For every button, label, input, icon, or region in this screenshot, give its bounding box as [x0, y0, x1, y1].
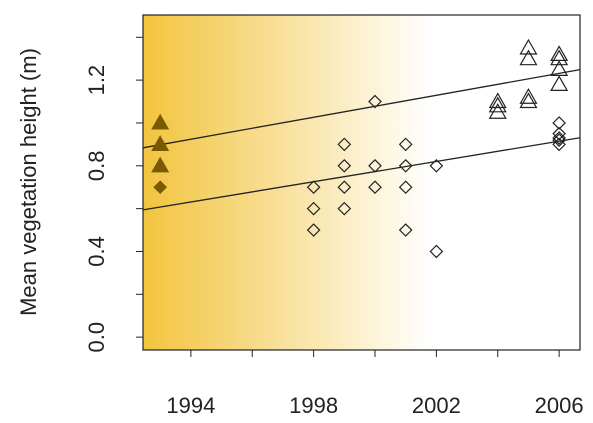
- diamond-point: [398, 180, 413, 195]
- diamond-point: [306, 180, 321, 195]
- plot-frame: [142, 14, 581, 351]
- diamond-point: [368, 94, 382, 109]
- y-tick-label: 0.0: [84, 322, 109, 353]
- triangle-point: [151, 113, 170, 130]
- triangle-point: [519, 92, 538, 109]
- diamond-point: [368, 180, 382, 195]
- triangle-point: [550, 49, 569, 66]
- y-tick-label: 0.4: [84, 236, 109, 267]
- diamond-point: [337, 201, 352, 216]
- diamond-point: [153, 180, 168, 195]
- triangle-point: [488, 103, 507, 119]
- diamond-point: [552, 133, 566, 147]
- plot-background: [143, 15, 580, 350]
- x-tick-label: 1998: [289, 393, 338, 418]
- triangle-point: [519, 38, 538, 55]
- trend-line: [142, 68, 581, 149]
- y-axis-label: Mean vegetation height (m): [16, 48, 41, 316]
- diamond-point: [337, 137, 352, 152]
- diamond-point: [368, 158, 382, 173]
- diamond-point: [337, 180, 352, 195]
- triangle-point: [151, 135, 170, 151]
- diamond-point: [552, 137, 566, 152]
- triangle-point: [151, 156, 170, 173]
- diamond-point: [398, 137, 413, 152]
- diamond-point: [398, 223, 413, 237]
- diamond-point: [552, 116, 566, 130]
- diamond-point: [552, 126, 566, 141]
- diamond-point: [429, 244, 444, 259]
- x-tick-label: 2006: [535, 393, 584, 418]
- diamond-point: [306, 201, 321, 216]
- diamond-point: [429, 158, 444, 173]
- triangle-point: [519, 49, 538, 66]
- diamond-point: [337, 158, 352, 173]
- x-tick-label: 1994: [166, 393, 215, 418]
- trend-line: [142, 137, 581, 211]
- diamond-point: [552, 131, 566, 145]
- y-tick-label: 1.2: [84, 65, 109, 96]
- triangle-point: [488, 92, 507, 109]
- diamond-point: [306, 223, 321, 237]
- triangle-point: [519, 88, 538, 104]
- diamond-point: [398, 158, 413, 173]
- x-tick-label: 2002: [412, 393, 461, 418]
- triangle-point: [550, 75, 569, 91]
- triangle-point: [488, 96, 507, 113]
- y-tick-label: 0.8: [84, 150, 109, 181]
